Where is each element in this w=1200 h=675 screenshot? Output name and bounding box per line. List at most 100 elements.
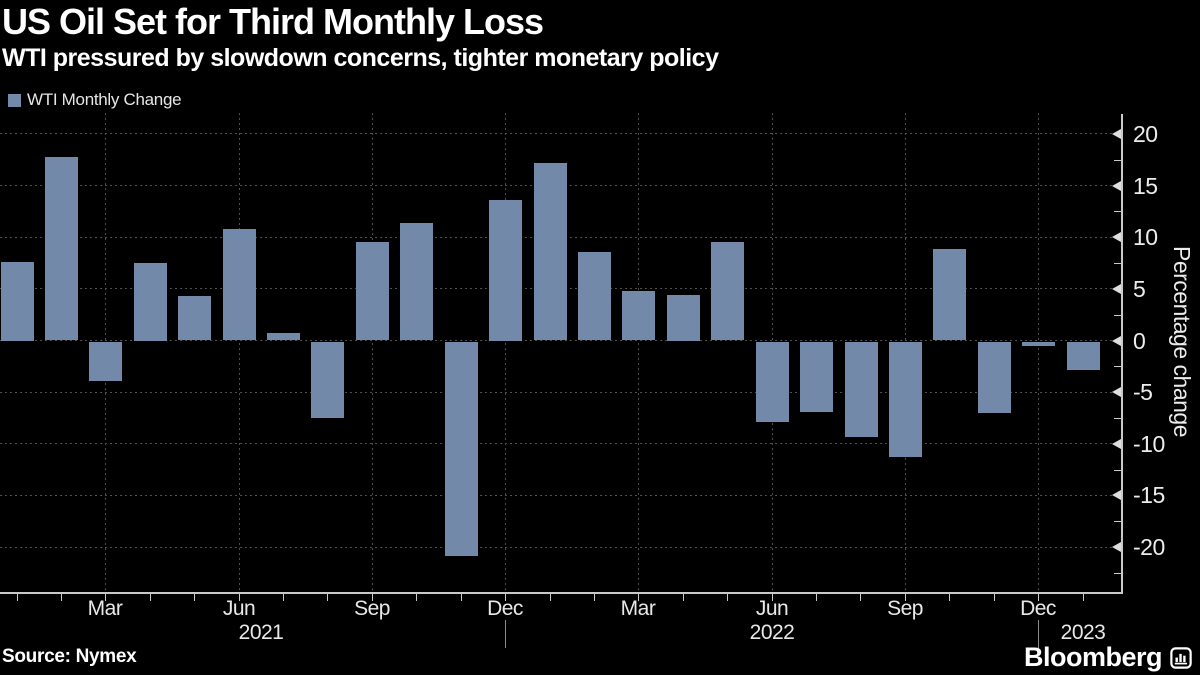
legend-swatch bbox=[8, 93, 21, 107]
x-tick-label: Dec bbox=[1020, 597, 1056, 620]
y-major-tick-arrow bbox=[1112, 439, 1121, 449]
x-axis-line bbox=[0, 592, 1123, 594]
year-divider bbox=[1038, 620, 1039, 648]
bar bbox=[178, 296, 212, 341]
bar bbox=[89, 341, 123, 381]
x-tick-label: Jun bbox=[755, 597, 789, 620]
legend: WTI Monthly Change bbox=[8, 90, 182, 110]
x-month-tick bbox=[1083, 594, 1084, 601]
bar-chart-logo-icon bbox=[1170, 646, 1192, 669]
bloomberg-branding: Bloomberg bbox=[1024, 642, 1192, 673]
y-minor-tick bbox=[1114, 160, 1122, 161]
y-tick-label: -20 bbox=[1133, 534, 1165, 560]
bar bbox=[622, 290, 656, 341]
x-tick-label: Jun bbox=[222, 597, 256, 620]
bar bbox=[1066, 341, 1100, 371]
y-tick-label: 10 bbox=[1133, 224, 1158, 250]
y-tick-label: 0 bbox=[1133, 328, 1146, 354]
x-month-tick bbox=[327, 594, 328, 601]
bar bbox=[222, 228, 256, 341]
bar bbox=[311, 341, 345, 418]
bar bbox=[888, 341, 922, 458]
y-major-tick-arrow bbox=[1112, 284, 1121, 294]
x-month-tick bbox=[1038, 594, 1039, 601]
x-gridline bbox=[372, 113, 373, 592]
bar bbox=[267, 333, 300, 341]
y-major-tick-arrow bbox=[1112, 542, 1121, 552]
y-minor-tick bbox=[1114, 418, 1122, 419]
x-month-tick bbox=[61, 594, 62, 601]
y-gridline bbox=[0, 340, 1121, 341]
bar bbox=[711, 242, 745, 341]
bar bbox=[666, 295, 700, 341]
y-minor-tick bbox=[1114, 521, 1122, 522]
x-month-tick bbox=[283, 594, 284, 601]
y-major-tick-arrow bbox=[1112, 181, 1121, 191]
bloomberg-wordmark: Bloomberg bbox=[1023, 642, 1163, 672]
bar bbox=[444, 341, 478, 557]
bar bbox=[400, 222, 434, 341]
y-tick-label: 20 bbox=[1133, 121, 1158, 147]
x-month-tick bbox=[461, 594, 462, 601]
x-month-tick bbox=[550, 594, 551, 601]
x-month-tick bbox=[949, 594, 950, 601]
chart-title: US Oil Set for Third Monthly Loss bbox=[2, 1, 544, 42]
y-gridline bbox=[0, 495, 1121, 496]
bar bbox=[489, 200, 523, 341]
y-tick-label: -15 bbox=[1133, 482, 1165, 508]
x-month-tick bbox=[816, 594, 817, 601]
x-tick-label: Sep bbox=[354, 597, 390, 620]
y-major-tick-arrow bbox=[1112, 490, 1121, 500]
x-month-tick bbox=[860, 594, 861, 601]
bar bbox=[44, 156, 78, 341]
y-gridline bbox=[0, 392, 1121, 393]
chart-subtitle: WTI pressured by slowdown concerns, tigh… bbox=[2, 44, 719, 72]
bar bbox=[0, 262, 34, 341]
x-month-tick bbox=[17, 594, 18, 601]
year-label: 2022 bbox=[749, 621, 795, 644]
year-label: 2023 bbox=[1060, 621, 1106, 644]
x-tick-label: Mar bbox=[87, 597, 123, 620]
legend-label: WTI Monthly Change bbox=[27, 90, 182, 109]
x-month-tick bbox=[194, 594, 195, 601]
bar bbox=[578, 251, 611, 341]
bar bbox=[933, 248, 967, 341]
x-month-tick bbox=[727, 594, 728, 601]
y-gridline bbox=[0, 547, 1121, 548]
y-tick-label: -10 bbox=[1133, 431, 1165, 457]
x-month-tick bbox=[239, 594, 240, 601]
bar bbox=[133, 263, 167, 341]
source-label: Source: Nymex bbox=[2, 646, 137, 667]
y-minor-tick bbox=[1114, 366, 1122, 367]
y-major-tick-arrow bbox=[1112, 336, 1121, 346]
x-month-tick bbox=[416, 594, 417, 601]
x-month-tick bbox=[905, 594, 906, 601]
y-axis-spine bbox=[1121, 114, 1123, 594]
bar bbox=[977, 341, 1011, 413]
x-month-tick bbox=[994, 594, 995, 601]
x-month-tick bbox=[638, 594, 639, 601]
y-gridline bbox=[0, 133, 1121, 134]
y-axis-title: Percentage change bbox=[1169, 246, 1195, 437]
year-divider bbox=[505, 620, 506, 648]
x-month-tick bbox=[105, 594, 106, 601]
x-month-tick bbox=[150, 594, 151, 601]
bar bbox=[1022, 341, 1056, 346]
x-gridline bbox=[239, 113, 240, 592]
x-gridline bbox=[505, 113, 506, 592]
y-minor-tick bbox=[1114, 211, 1122, 212]
y-major-tick-arrow bbox=[1112, 387, 1121, 397]
y-tick-label: 15 bbox=[1133, 173, 1158, 199]
x-month-tick bbox=[505, 594, 506, 601]
y-minor-tick bbox=[1114, 573, 1122, 574]
x-month-tick bbox=[372, 594, 373, 601]
y-tick-label: 5 bbox=[1133, 276, 1146, 302]
bar bbox=[533, 162, 567, 341]
y-minor-tick bbox=[1114, 263, 1122, 264]
y-tick-label: -5 bbox=[1133, 379, 1153, 405]
x-gridline bbox=[638, 113, 639, 592]
x-month-tick bbox=[683, 594, 684, 601]
y-gridline bbox=[0, 443, 1121, 444]
